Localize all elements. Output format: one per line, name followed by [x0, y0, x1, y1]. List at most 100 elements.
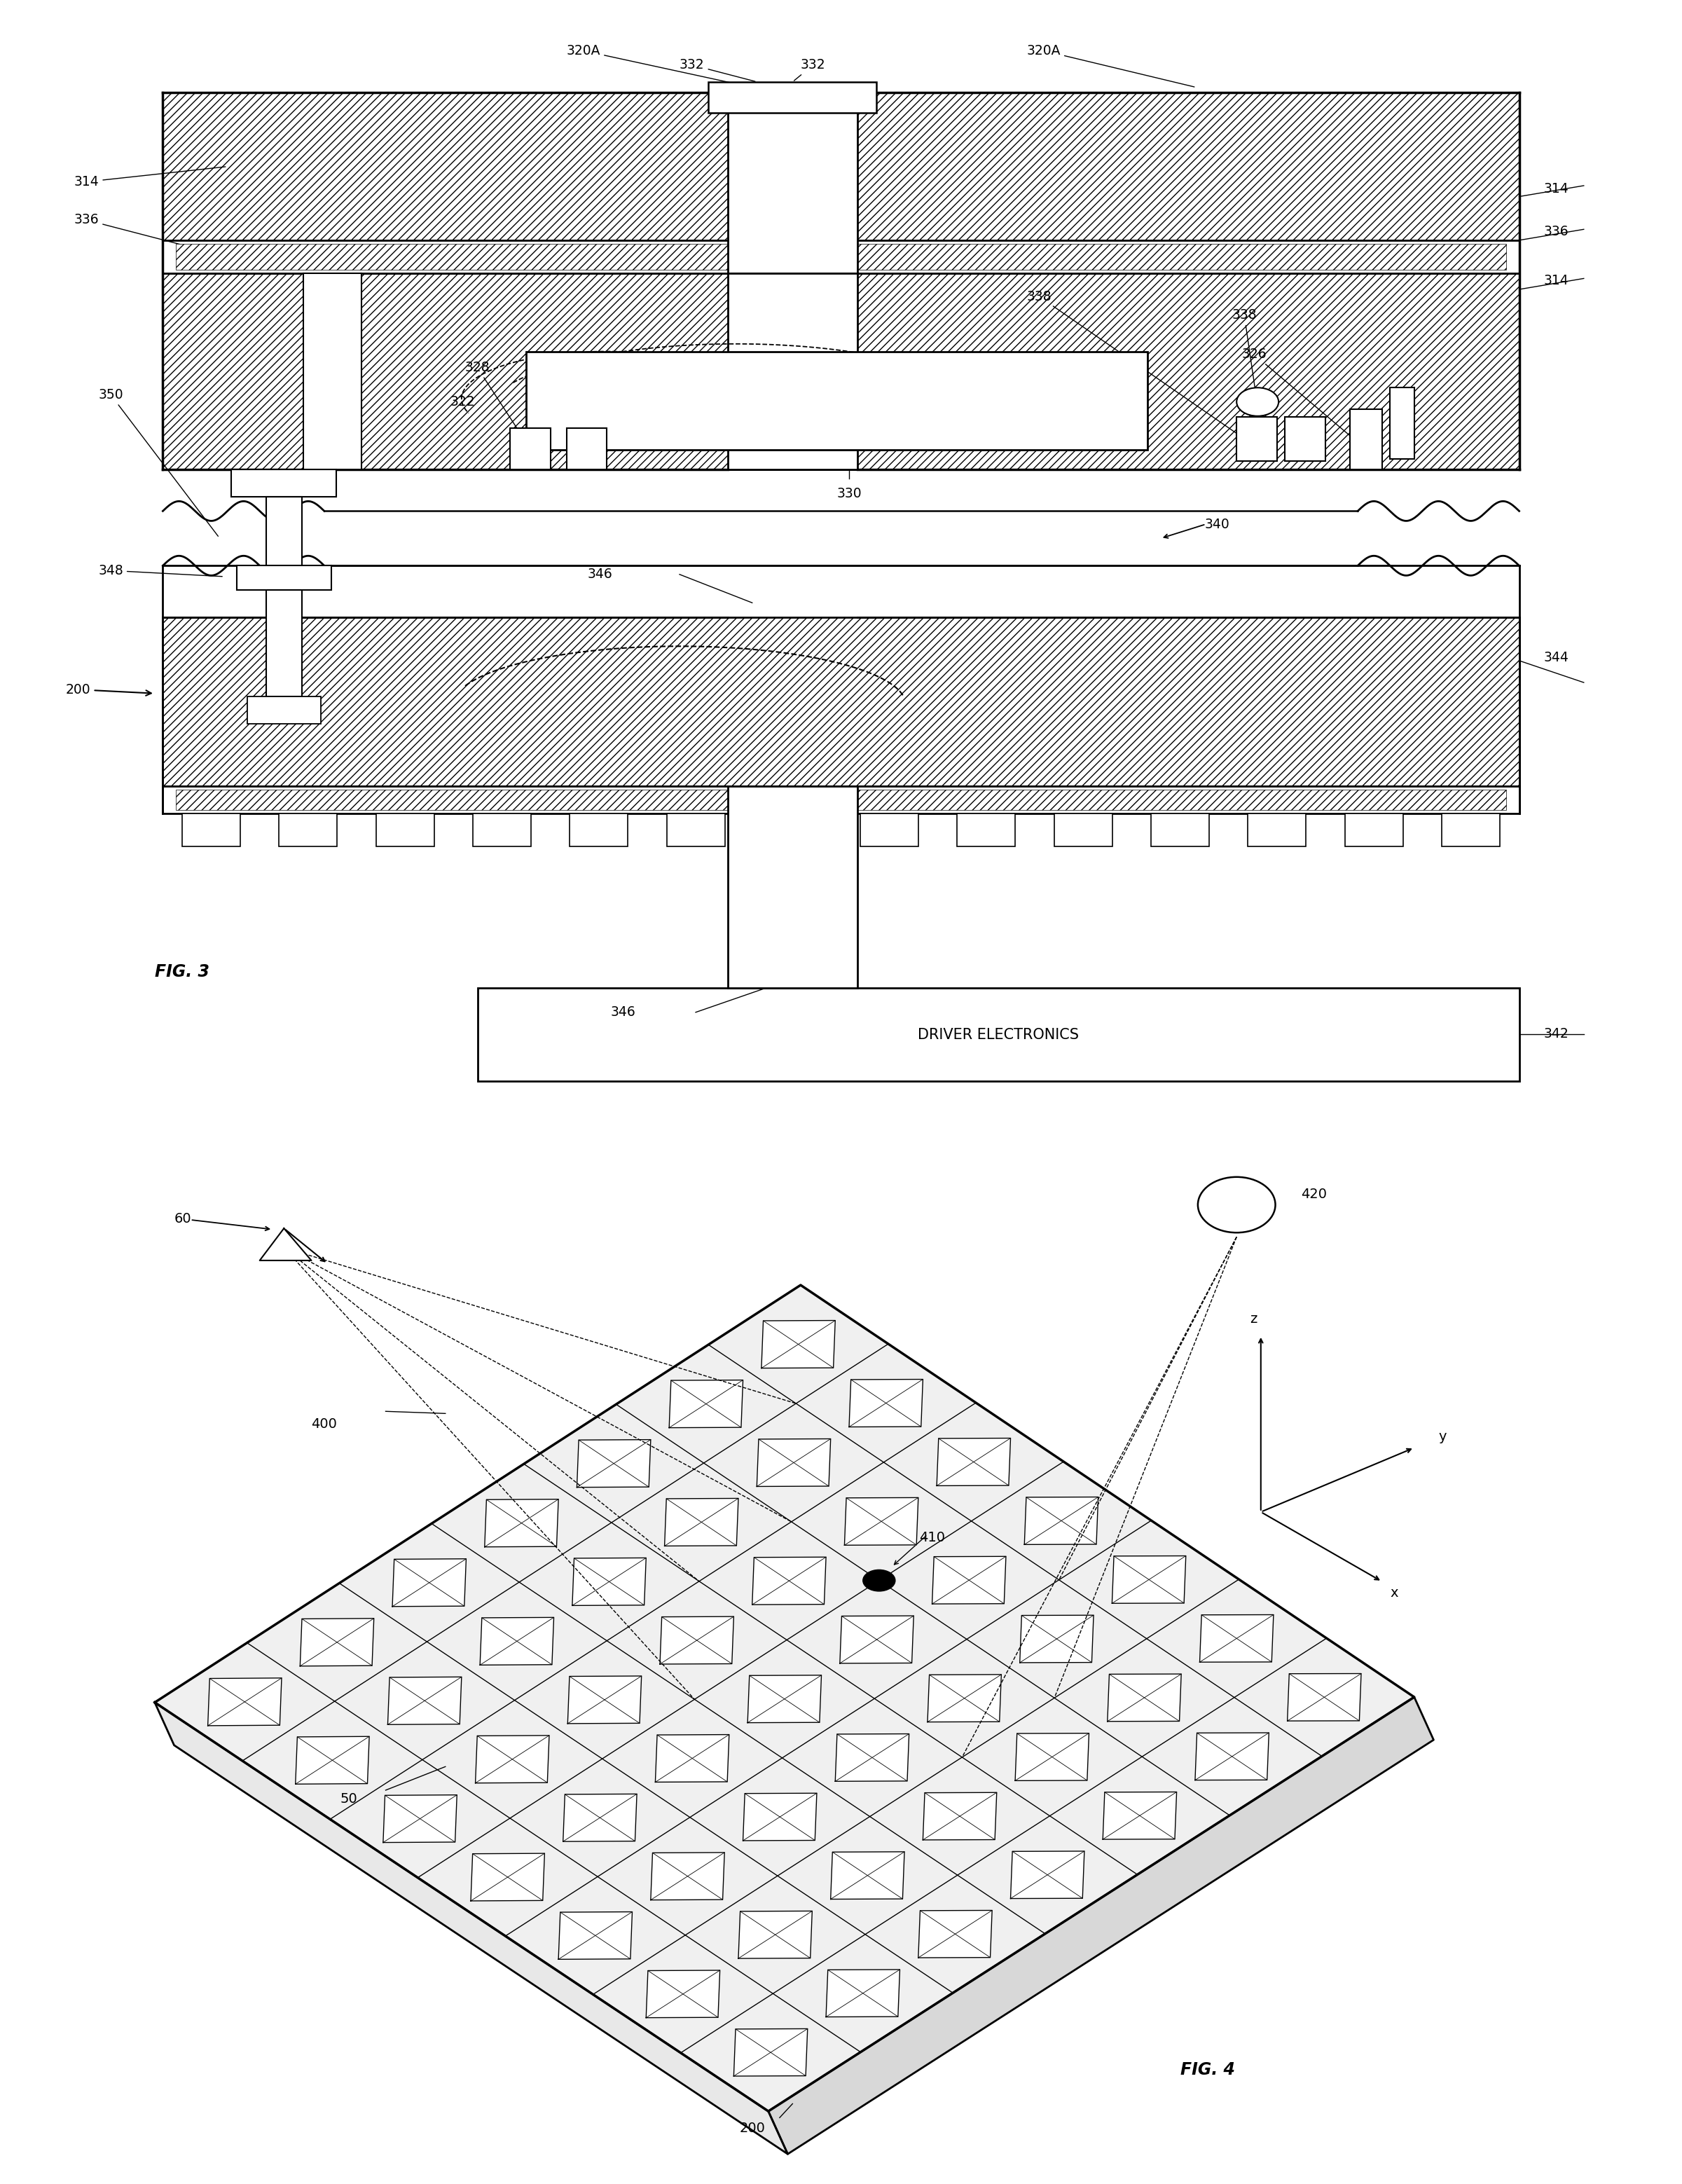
Polygon shape — [572, 1557, 646, 1605]
Polygon shape — [826, 1970, 900, 2016]
Text: 350: 350 — [98, 389, 219, 537]
Polygon shape — [1019, 1616, 1093, 1662]
Bar — [232, 470, 336, 498]
Text: 344: 344 — [1544, 651, 1569, 664]
Polygon shape — [1112, 1555, 1186, 1603]
Polygon shape — [659, 1616, 733, 1664]
Polygon shape — [1196, 1732, 1268, 1780]
Polygon shape — [296, 1736, 370, 1784]
Bar — [1150, 812, 1209, 847]
Text: 326: 326 — [1241, 347, 1356, 441]
Polygon shape — [1199, 1614, 1273, 1662]
Polygon shape — [752, 1557, 826, 1605]
Text: 410: 410 — [920, 1531, 945, 1544]
Polygon shape — [664, 1498, 738, 1546]
Polygon shape — [484, 1498, 558, 1546]
Circle shape — [863, 1570, 895, 1592]
Bar — [266, 498, 301, 579]
Bar — [1285, 417, 1325, 461]
Polygon shape — [831, 1852, 905, 1900]
Polygon shape — [1103, 1791, 1177, 1839]
Bar — [526, 352, 1147, 450]
Polygon shape — [651, 1852, 725, 1900]
Polygon shape — [927, 1675, 1001, 1721]
Ellipse shape — [1198, 1177, 1275, 1232]
Polygon shape — [646, 1970, 720, 2018]
Bar — [708, 81, 876, 111]
Bar — [266, 590, 301, 697]
Polygon shape — [1016, 1734, 1088, 1780]
Polygon shape — [923, 1793, 997, 1839]
Text: 200: 200 — [66, 684, 151, 697]
Polygon shape — [567, 1675, 641, 1723]
Text: 320A: 320A — [567, 44, 750, 87]
Text: 346: 346 — [587, 568, 612, 581]
Bar — [473, 812, 532, 847]
Bar — [175, 791, 1507, 810]
Circle shape — [1236, 389, 1278, 415]
Text: 328: 328 — [464, 360, 525, 441]
Text: 314: 314 — [1544, 181, 1568, 197]
Bar — [247, 697, 321, 725]
Polygon shape — [155, 1704, 787, 2153]
Bar — [1346, 812, 1403, 847]
Bar — [182, 812, 241, 847]
Bar — [163, 618, 1519, 786]
Polygon shape — [757, 1439, 831, 1487]
Bar — [567, 428, 607, 470]
Polygon shape — [479, 1618, 553, 1664]
Text: FIG. 3: FIG. 3 — [155, 963, 209, 981]
Text: 336: 336 — [1544, 225, 1568, 238]
Bar — [1349, 411, 1383, 470]
Polygon shape — [1287, 1673, 1361, 1721]
Bar — [377, 812, 434, 847]
Bar — [728, 786, 858, 987]
Text: DRIVER ELECTRONICS: DRIVER ELECTRONICS — [918, 1029, 1078, 1042]
Polygon shape — [932, 1557, 1006, 1603]
Polygon shape — [769, 1697, 1433, 2153]
Text: 342: 342 — [1544, 1026, 1568, 1042]
Polygon shape — [656, 1734, 728, 1782]
Bar — [163, 240, 1519, 273]
Polygon shape — [1011, 1852, 1085, 1898]
Bar — [728, 273, 858, 470]
Bar — [163, 92, 1519, 240]
Polygon shape — [844, 1498, 918, 1546]
Text: 346: 346 — [611, 1005, 636, 1020]
Text: z: z — [1250, 1313, 1256, 1326]
Bar — [728, 92, 858, 273]
Text: 322: 322 — [451, 395, 476, 408]
Text: 338: 338 — [1026, 290, 1243, 437]
Text: 330: 330 — [836, 487, 861, 500]
Text: 332: 332 — [680, 59, 755, 81]
Polygon shape — [299, 1618, 373, 1666]
Polygon shape — [259, 1227, 311, 1260]
Bar — [478, 987, 1519, 1081]
Bar — [1055, 812, 1112, 847]
Polygon shape — [1024, 1496, 1098, 1544]
Text: FET: FET — [824, 393, 851, 408]
Bar — [666, 812, 725, 847]
Bar — [957, 812, 1016, 847]
Polygon shape — [392, 1559, 466, 1607]
Polygon shape — [155, 1284, 1415, 2112]
Text: y: y — [1438, 1431, 1447, 1444]
Polygon shape — [389, 1677, 461, 1725]
Polygon shape — [762, 1321, 836, 1367]
Polygon shape — [836, 1734, 908, 1782]
Polygon shape — [733, 2029, 807, 2077]
Bar — [861, 812, 918, 847]
Text: 348: 348 — [98, 563, 222, 577]
Text: x: x — [1389, 1586, 1398, 1601]
Bar — [237, 566, 331, 590]
Bar — [1389, 389, 1415, 459]
Bar — [570, 812, 627, 847]
Polygon shape — [849, 1380, 923, 1426]
Bar — [175, 242, 1507, 269]
Text: 314: 314 — [74, 166, 225, 188]
Polygon shape — [743, 1793, 817, 1841]
Text: 320A: 320A — [1026, 44, 1194, 87]
Polygon shape — [918, 1911, 992, 1957]
Text: 314: 314 — [1544, 273, 1568, 288]
Polygon shape — [1107, 1673, 1181, 1721]
